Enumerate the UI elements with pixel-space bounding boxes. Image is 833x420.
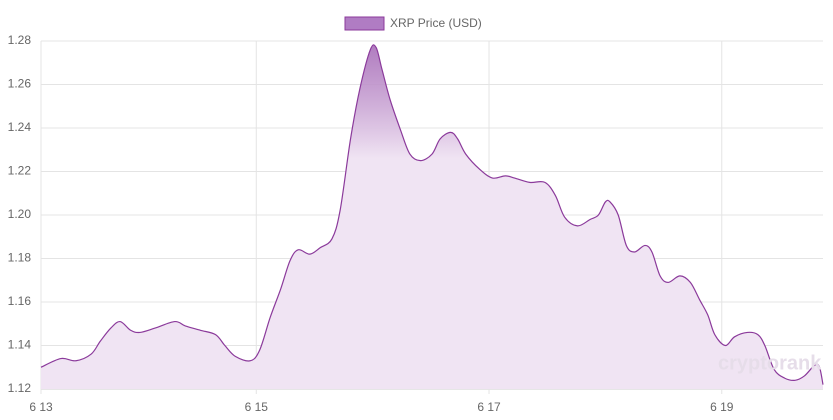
x-tick-label: 6 13 xyxy=(29,400,53,414)
y-tick-label: 1.22 xyxy=(8,164,32,178)
y-tick-label: 1.12 xyxy=(8,381,32,395)
legend-label: XRP Price (USD) xyxy=(390,16,482,30)
area-fill xyxy=(41,44,823,389)
price-line xyxy=(40,44,824,385)
y-tick-label: 1.28 xyxy=(8,33,32,47)
legend-swatch xyxy=(344,16,385,31)
y-tick-label: 1.18 xyxy=(8,251,32,265)
y-tick-label: 1.20 xyxy=(8,207,32,221)
x-tick-label: 6 15 xyxy=(245,400,269,414)
x-tick-label: 6 19 xyxy=(710,400,734,414)
y-tick-label: 1.24 xyxy=(8,120,32,134)
y-tick-label: 1.26 xyxy=(8,77,32,91)
y-tick-label: 1.16 xyxy=(8,294,32,308)
watermark: cryptorank xyxy=(718,352,822,374)
x-tick-label: 6 17 xyxy=(477,400,501,414)
y-tick-label: 1.14 xyxy=(8,338,32,352)
